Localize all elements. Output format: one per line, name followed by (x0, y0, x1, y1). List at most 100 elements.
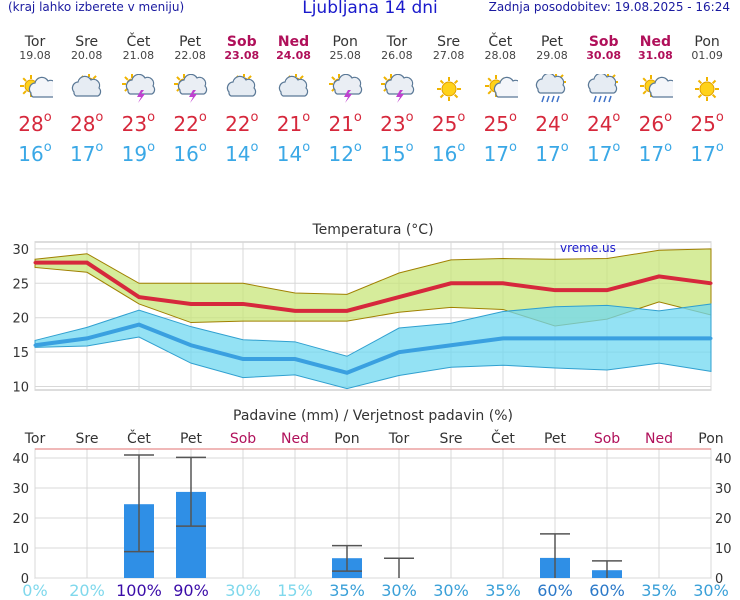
min-temperature-value: 17 (638, 142, 665, 166)
location-menu-hint[interactable]: (kraj lahko izberete v meniju) (8, 0, 185, 14)
day-column: Tor 26.08 (370, 34, 424, 62)
min-temperature-value: 16 (173, 142, 199, 166)
day-name: Čet (126, 34, 151, 50)
day-column: Ned 24.08 (267, 34, 321, 62)
min-temperature-point (709, 336, 713, 340)
min-temperature-point (293, 357, 297, 361)
min-temperature-value: 14 (276, 142, 303, 166)
day-name: Pon (332, 34, 358, 50)
sun-cloud-icon (640, 75, 674, 98)
y-tick-label-right: 10 (715, 542, 732, 557)
day-name: Sob (588, 34, 619, 50)
temperature-chart: 10 15 20 25 30 Temperatura (°C) vreme.us (12, 222, 713, 396)
min-temperature-point (345, 371, 349, 375)
thunderstorm-icon (329, 74, 363, 103)
day-label: Pon (334, 431, 359, 447)
max-temperature: 23o (121, 110, 156, 136)
y-tick-label-right: 20 (715, 512, 732, 527)
max-temperature-point (345, 309, 349, 313)
max-temperature-value: 21 (328, 112, 354, 136)
min-temperature-band (34, 303, 712, 390)
max-temperature-value: 25 (690, 112, 716, 136)
day-name: Čet (488, 34, 513, 50)
max-temperature-value: 23 (121, 112, 148, 136)
min-temperature-point (657, 336, 661, 340)
max-temperature-line (35, 260, 712, 313)
temperature-chart-title: Temperatura (°C) (311, 222, 433, 238)
min-temperature: 16o (18, 140, 52, 166)
max-temperature-value: 24 (586, 112, 613, 136)
cloud-sun-icon (226, 74, 256, 97)
day-name: Sre (75, 34, 99, 50)
day-name: Tor (386, 34, 408, 50)
max-temperature-value: 28 (18, 112, 44, 136)
max-temperature-point (553, 288, 557, 292)
min-temperature-point (241, 357, 245, 361)
cloud-sun-icon (71, 74, 101, 97)
day-column: Sre 20.08 (60, 34, 114, 62)
min-temperature-point (189, 343, 193, 347)
max-temperature: 22o (173, 110, 207, 136)
min-temperature-point (397, 350, 401, 354)
min-temperature-value: 14 (225, 142, 251, 166)
min-temperature-point (137, 323, 141, 327)
max-temperature-point (449, 281, 453, 285)
sun-icon (436, 77, 461, 101)
thunderstorm-icon (174, 74, 208, 103)
sun-icon (695, 77, 720, 101)
day-column: Pet 29.08 (525, 34, 579, 62)
min-temperature: 17o (586, 140, 621, 166)
min-temperature-point (449, 343, 453, 347)
precipitation-probability: 30% (381, 581, 417, 600)
day-name: Tor (24, 34, 46, 50)
min-temperature-point (605, 336, 609, 340)
max-temperature-value: 23 (380, 112, 406, 136)
min-temperature-value: 15 (380, 142, 406, 166)
y-tick-label: 10 (12, 542, 29, 557)
rain-shower-icon (587, 74, 618, 103)
max-temperature-point (189, 302, 193, 306)
max-temperature-point (85, 261, 89, 265)
min-temperature: 16o (431, 140, 466, 166)
day-column: Sob 23.08 (215, 34, 269, 62)
day-date: 19.08 (19, 49, 51, 62)
day-date: 29.08 (536, 49, 568, 62)
precipitation-probability: 30% (433, 581, 469, 600)
y-tick-label-right: 0 (715, 572, 723, 587)
day-label: Čet (491, 429, 515, 447)
max-temperature: 28o (18, 110, 52, 136)
min-temperature: 17o (483, 140, 517, 166)
precipitation-probability: 100% (116, 581, 162, 600)
max-temperature: 23o (380, 110, 414, 136)
day-label: Sob (594, 431, 620, 447)
y-tick-label: 20 (12, 312, 29, 327)
precipitation-probability: 20% (69, 581, 105, 600)
y-tick-label-right: 30 (715, 482, 732, 497)
day-label: Sre (440, 431, 463, 447)
min-temperature: 19o (121, 140, 156, 166)
min-temperature-value: 16 (18, 142, 44, 166)
day-name: Pet (540, 34, 564, 50)
max-temperature-point (33, 261, 37, 265)
min-temperature: 14o (225, 140, 259, 166)
day-label: Sob (230, 431, 256, 447)
precipitation-chart: Tor Sre Čet Pet Sob Ned Pon Tor Sre Čet Pet Sob Ned P… (12, 408, 732, 600)
precipitation-probability: 35% (485, 581, 521, 600)
day-column: Ned 31.08 (628, 34, 682, 62)
max-temperature: 21o (328, 110, 362, 136)
min-temperature: 15o (380, 140, 414, 166)
max-temperature-point (137, 295, 141, 299)
day-label: Tor (388, 431, 410, 447)
min-temperature-point (553, 336, 557, 340)
max-temperature: 22o (225, 110, 259, 136)
day-label: Pon (698, 431, 723, 447)
y-tick-label-right: 40 (715, 452, 732, 467)
day-name: Sob (226, 34, 257, 50)
max-temperature: 24o (535, 110, 569, 136)
min-temperature-value: 17 (69, 142, 96, 166)
y-tick-label: 25 (12, 277, 29, 292)
max-temperature: 28o (69, 110, 104, 136)
thunderstorm-icon (380, 74, 415, 103)
day-date: 31.08 (637, 49, 673, 62)
day-date: 30.08 (586, 49, 622, 62)
